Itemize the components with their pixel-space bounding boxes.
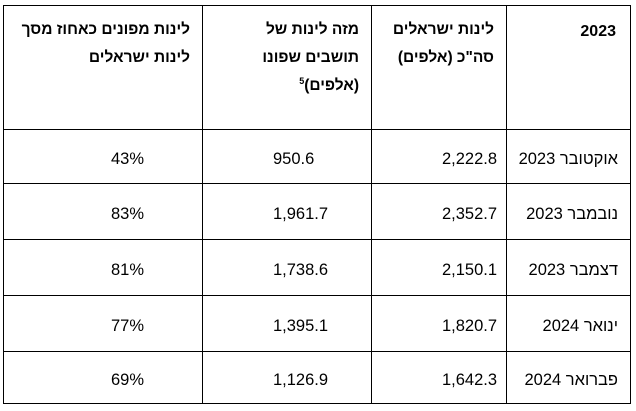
cell-total: 2,352.7 xyxy=(371,183,507,240)
cell-total: 1,820.7 xyxy=(371,295,507,352)
cell-evacuees: 1,126.9 xyxy=(202,351,372,404)
cell-evacuees: 1,738.6 xyxy=(202,239,372,296)
header-year-label: 2023 xyxy=(580,23,616,40)
total-text: 2,222.8 xyxy=(442,150,498,168)
total-text: 1,820.7 xyxy=(442,317,498,335)
month-text: נובמבר 2023 xyxy=(526,205,618,223)
evacuees-text: 1,126.9 xyxy=(273,371,329,389)
table-row: נובמבר 2023 2,352.7 1,961.7 83% xyxy=(3,183,631,240)
share-text: 83% xyxy=(111,205,145,223)
header-evacuee-share-label: לינות מפונים כאחוז מסך לינות ישראלים xyxy=(21,21,190,66)
total-text: 2,150.1 xyxy=(442,261,498,279)
header-evacuee-share: לינות מפונים כאחוז מסך לינות ישראלים xyxy=(3,5,203,130)
cell-share: 77% xyxy=(3,295,203,352)
cell-share: 83% xyxy=(3,183,203,240)
share-text: 81% xyxy=(111,261,145,279)
cell-evacuees: 950.6 xyxy=(202,129,372,184)
month-text: פברואר 2024 xyxy=(524,371,618,389)
header-total-apartments-label: לינות ישראלים סה"כ (אלפים) xyxy=(392,21,494,66)
cell-share: 81% xyxy=(3,239,203,296)
cell-evacuees: 1,395.1 xyxy=(202,295,372,352)
table-row: אוקטובר 2023 2,222.8 950.6 43% xyxy=(3,129,631,184)
table-header-row: 2023 לינות ישראלים סה"כ (אלפים) מזה לינו… xyxy=(3,5,631,130)
cell-share: 69% xyxy=(3,351,203,404)
header-evacuee-apartments: מזה לינות של תושבים שפונו (אלפים)5 xyxy=(202,5,372,130)
cell-total: 1,642.3 xyxy=(371,351,507,404)
evacuees-text: 1,738.6 xyxy=(273,261,329,279)
month-text: דצמבר 2023 xyxy=(528,261,618,279)
header-year: 2023 xyxy=(506,5,631,130)
evacuees-text: 950.6 xyxy=(273,150,315,168)
total-text: 1,642.3 xyxy=(442,371,498,389)
cell-month: פברואר 2024 xyxy=(506,351,631,404)
cell-month: דצמבר 2023 xyxy=(506,239,631,296)
header-total-apartments: לינות ישראלים סה"כ (אלפים) xyxy=(371,5,507,130)
cell-total: 2,150.1 xyxy=(371,239,507,296)
footnote-mark: 5 xyxy=(299,75,305,86)
cell-total: 2,222.8 xyxy=(371,129,507,184)
table-row: פברואר 2024 1,642.3 1,126.9 69% xyxy=(3,351,631,404)
table-row: ינואר 2024 1,820.7 1,395.1 77% xyxy=(3,295,631,352)
share-text: 43% xyxy=(111,150,145,168)
month-text: אוקטובר 2023 xyxy=(518,150,618,168)
cell-month: ינואר 2024 xyxy=(506,295,631,352)
evacuees-text: 1,395.1 xyxy=(273,317,329,335)
cell-month: נובמבר 2023 xyxy=(506,183,631,240)
cell-share: 43% xyxy=(3,129,203,184)
evacuees-text: 1,961.7 xyxy=(273,205,329,223)
evacuee-overnight-stays-table: 2023 לינות ישראלים סה"כ (אלפים) מזה לינו… xyxy=(3,5,631,404)
table-row: דצמבר 2023 2,150.1 1,738.6 81% xyxy=(3,239,631,296)
total-text: 2,352.7 xyxy=(442,205,498,223)
header-evacuee-apartments-label: מזה לינות של תושבים שפונו (אלפים) xyxy=(262,21,359,94)
cell-evacuees: 1,961.7 xyxy=(202,183,372,240)
share-text: 77% xyxy=(111,317,145,335)
share-text: 69% xyxy=(111,371,145,389)
cell-month: אוקטובר 2023 xyxy=(506,129,631,184)
month-text: ינואר 2024 xyxy=(542,317,618,335)
